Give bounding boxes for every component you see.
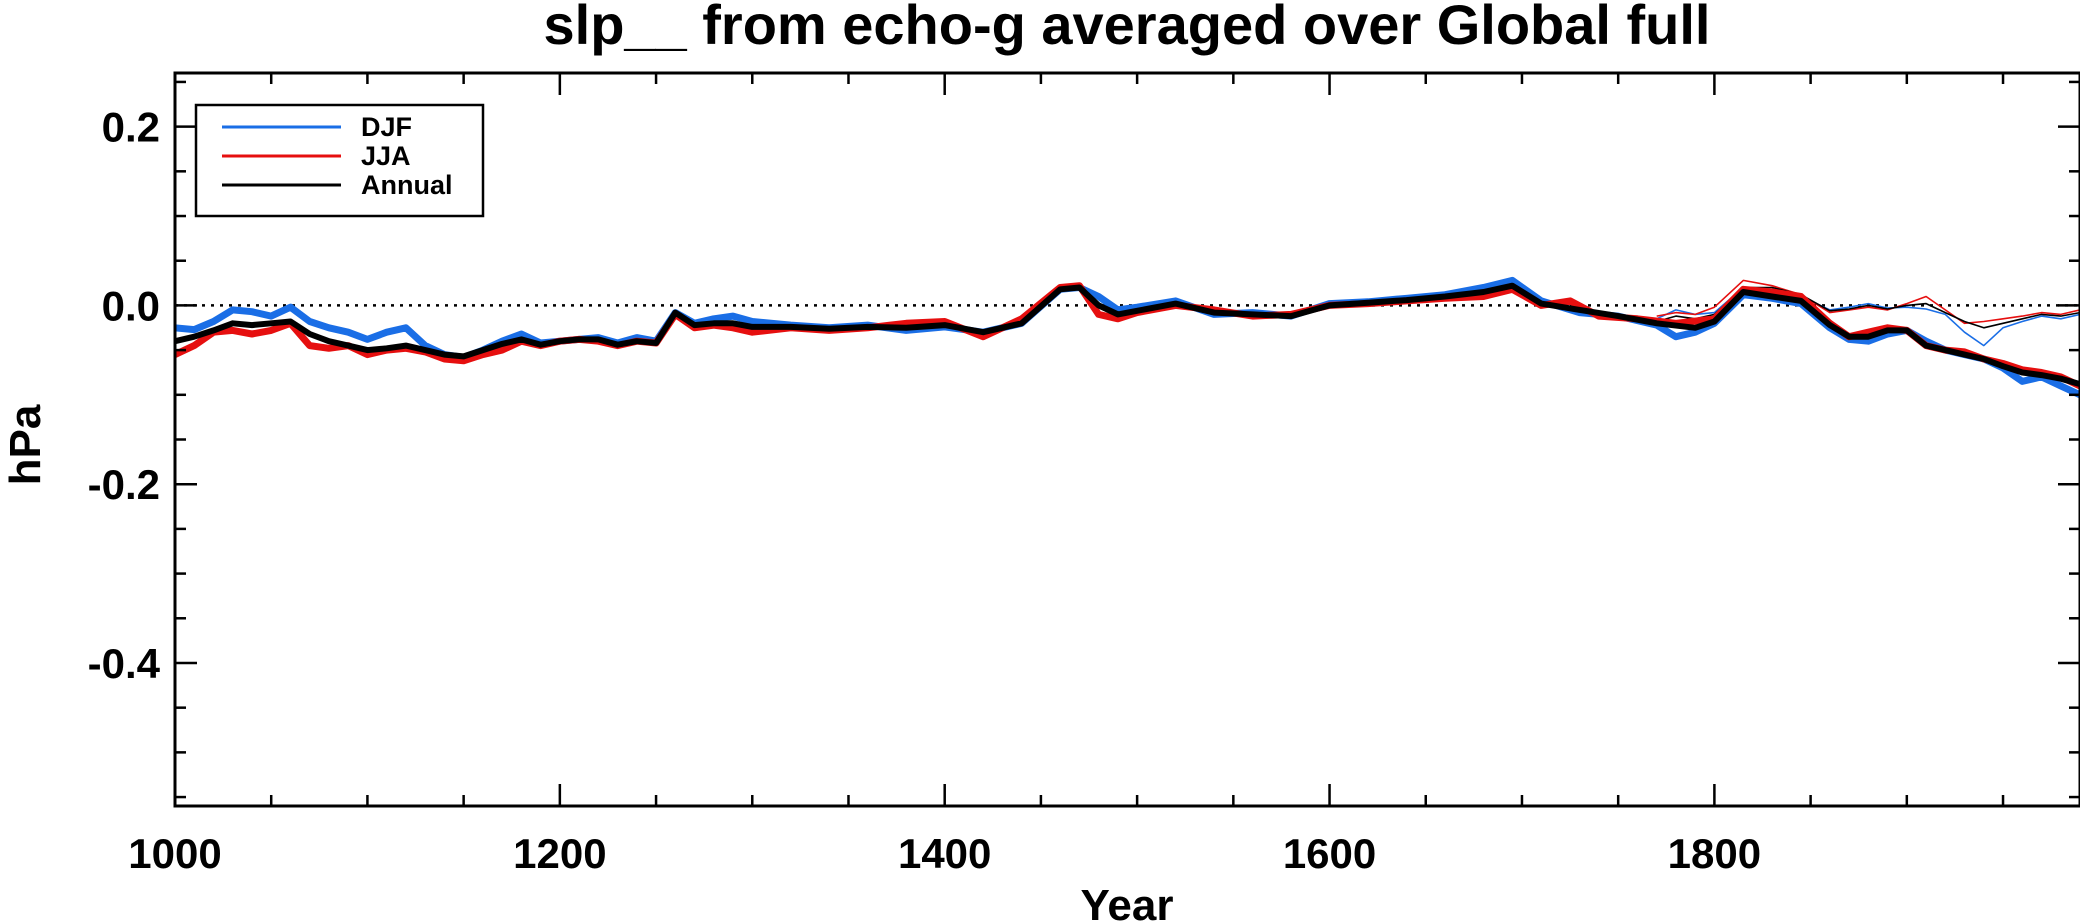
x-tick-label: 1600 [1283, 830, 1376, 877]
legend-label-jja: JJA [361, 141, 411, 171]
annual-series-line [175, 282, 2080, 388]
legend: DJF JJA Annual [194, 103, 485, 218]
x-tick-label: 1800 [1668, 830, 1761, 877]
chart-title: slp__ from echo-g averaged over Global f… [544, 0, 1711, 56]
x-tick-label: 1200 [513, 830, 606, 877]
x-axis-label: Year [1081, 881, 1174, 924]
y-tick-label: 0.0 [102, 282, 160, 329]
legend-label-djf: DJF [361, 112, 412, 142]
legend-label-annual: Annual [361, 170, 453, 200]
y-tick-label: -0.2 [88, 461, 160, 508]
plot-frame [173, 71, 2080, 808]
y-axis-label: hPa [1, 404, 50, 485]
y-tick-label: 0.2 [102, 104, 160, 151]
thin-series-line-1 [1656, 279, 2080, 325]
y-tick-label: -0.4 [88, 640, 161, 687]
legend-box [194, 103, 485, 218]
x-tick-label: 1000 [128, 830, 221, 877]
x-tick-label: 1400 [898, 830, 991, 877]
